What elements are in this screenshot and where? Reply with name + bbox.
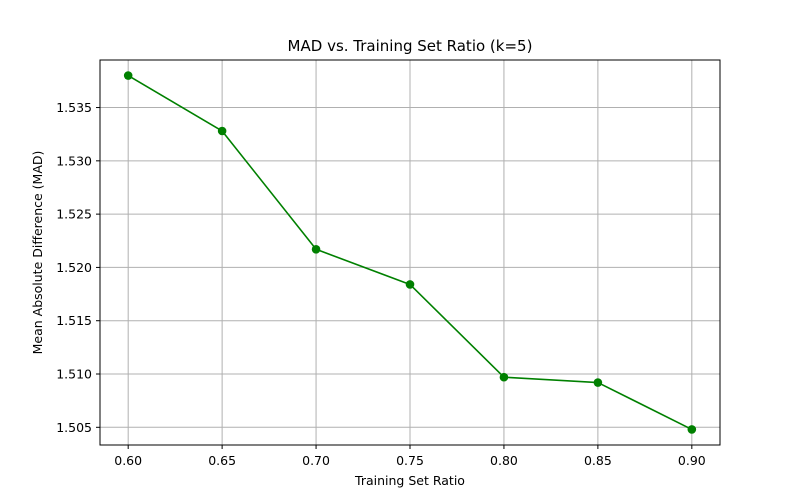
y-tick-label: 1.515 xyxy=(56,313,92,328)
x-tick-label: 0.65 xyxy=(208,453,236,468)
y-tick-label: 1.525 xyxy=(56,207,92,222)
x-tick-label: 0.90 xyxy=(678,453,706,468)
y-tick-label: 1.535 xyxy=(56,100,92,115)
x-tick-label: 0.75 xyxy=(396,453,424,468)
data-point xyxy=(311,245,321,254)
data-point xyxy=(217,126,227,136)
data-point xyxy=(499,372,509,382)
y-tick-label: 1.505 xyxy=(56,420,92,435)
data-point xyxy=(123,71,133,80)
x-tick-label: 0.80 xyxy=(490,453,518,468)
axes-ticks: 0.60 0.65 0.70 0.75 0.80 0.85 0.90 1.505 1.510 1.… xyxy=(56,100,706,468)
y-axis-label: Mean Absolute Difference (MAD) xyxy=(30,151,45,355)
x-tick-label: 0.60 xyxy=(114,453,142,468)
y-tick-label: 1.520 xyxy=(56,260,92,275)
x-axis-label: Training Set Ratio xyxy=(354,473,465,488)
data-point xyxy=(405,280,415,289)
x-tick-label: 0.70 xyxy=(302,453,330,468)
grid xyxy=(100,60,720,445)
chart-title: MAD vs. Training Set Ratio (k=5) xyxy=(288,37,533,55)
data-point xyxy=(687,425,697,434)
series-layer xyxy=(123,71,697,434)
y-tick-label: 1.530 xyxy=(56,153,92,168)
data-point xyxy=(593,378,603,387)
y-tick-label: 1.510 xyxy=(56,367,92,382)
x-tick-label: 0.85 xyxy=(584,453,612,468)
